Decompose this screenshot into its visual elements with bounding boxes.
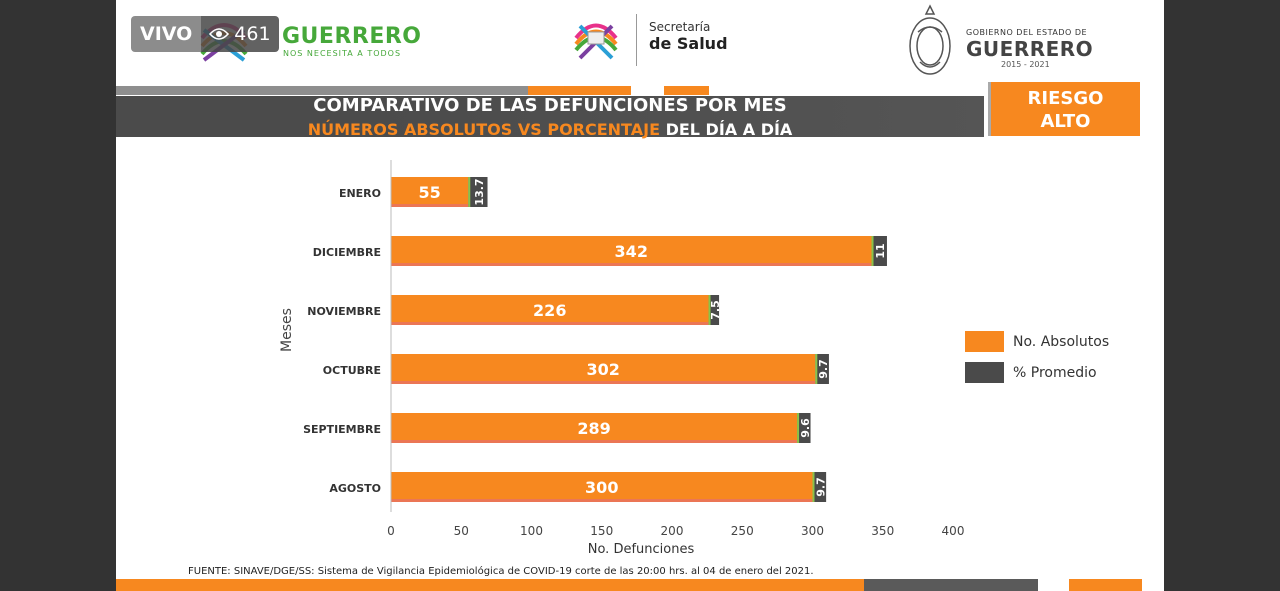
slide: GUERRERO NOS NECESITA A TODOS Secretaría… bbox=[116, 0, 1164, 591]
bar-percent-label: 11 bbox=[874, 243, 887, 258]
title-band bbox=[116, 96, 984, 137]
bar-percent-label: 9.7 bbox=[817, 359, 830, 379]
x-axis-label: No. Defunciones bbox=[588, 542, 695, 557]
bar-percent-edge bbox=[708, 295, 711, 325]
viewer-count-value: 461 bbox=[234, 23, 271, 45]
x-tick-label: 150 bbox=[590, 524, 613, 538]
bar-percent-edge bbox=[468, 177, 471, 207]
bar-percent-edge bbox=[871, 236, 874, 266]
bar-absolute bbox=[391, 472, 813, 502]
subtitle-highlight: NÚMEROS ABSOLUTOS VS PORCENTAJE bbox=[307, 120, 660, 139]
bar-percent bbox=[468, 177, 488, 207]
category-label: OCTUBRE bbox=[323, 364, 381, 377]
bar-chart: ENERO 55 13.7 DICIEMBRE 342 11 NOVIEMBRE 226 7.5… bbox=[279, 160, 1109, 557]
bar-percent-edge bbox=[812, 472, 815, 502]
bar-absolute bbox=[391, 413, 798, 443]
top-stripe-orange-2 bbox=[664, 86, 709, 95]
x-tick-label: 0 bbox=[387, 524, 395, 538]
footer-stripe-orange-2 bbox=[1069, 579, 1142, 591]
bar-absolute-edge bbox=[391, 204, 469, 207]
bar-absolute-edge bbox=[391, 440, 798, 443]
x-tick-label: 250 bbox=[731, 524, 754, 538]
x-tick-label: 200 bbox=[661, 524, 684, 538]
bar-percent bbox=[797, 413, 811, 443]
legend-swatch bbox=[965, 362, 1004, 383]
brand-tagline: NOS NECESITA A TODOS bbox=[283, 49, 402, 58]
salud-divider bbox=[636, 14, 637, 66]
live-label: VIVO bbox=[131, 16, 202, 52]
bar-percent-label: 7.5 bbox=[709, 300, 722, 320]
bar-absolute bbox=[391, 236, 872, 266]
government-label: GOBIERNO DEL ESTADO DE bbox=[966, 28, 1088, 37]
bar-absolute-edge bbox=[391, 322, 709, 325]
bar-percent-edge bbox=[797, 413, 800, 443]
category-label: ENERO bbox=[339, 187, 381, 200]
x-ticks-group: 0 50 100 150 200 250 300 350 400 bbox=[387, 524, 964, 538]
bar-absolute bbox=[391, 354, 816, 384]
bar-value-label: 289 bbox=[577, 419, 610, 438]
category-label: DICIEMBRE bbox=[313, 246, 381, 259]
bar-absolute bbox=[391, 177, 469, 207]
bar-value-label: 55 bbox=[419, 183, 441, 202]
bar-percent bbox=[812, 472, 827, 502]
x-tick-label: 300 bbox=[801, 524, 824, 538]
government-years: 2015 - 2021 bbox=[1001, 60, 1050, 69]
x-tick-label: 50 bbox=[454, 524, 469, 538]
left-frame bbox=[0, 0, 116, 591]
y-axis-label: Meses bbox=[279, 308, 295, 352]
bar-value-label: 302 bbox=[586, 360, 619, 379]
source-note: FUENTE: SINAVE/DGE/SS: Sistema de Vigila… bbox=[188, 566, 814, 577]
chart-title: COMPARATIVO DE LAS DEFUNCIONES POR MES bbox=[313, 95, 787, 116]
bars-group: ENERO 55 13.7 DICIEMBRE 342 11 NOVIEMBRE 226 7.5… bbox=[303, 177, 887, 502]
footer-stripe-orange bbox=[116, 579, 864, 591]
viewer-count: 461 bbox=[201, 16, 279, 52]
brand-name: GUERRERO bbox=[282, 24, 422, 49]
legend: No. Absolutos % Promedio bbox=[965, 331, 1109, 383]
bar-value-label: 226 bbox=[533, 301, 566, 320]
bar-absolute bbox=[391, 295, 709, 325]
legend-label: No. Absolutos bbox=[1013, 334, 1109, 350]
category-label: SEPTIEMBRE bbox=[303, 423, 381, 436]
bar-percent-label: 13.7 bbox=[473, 178, 486, 205]
government-name: GUERRERO bbox=[966, 37, 1094, 61]
secretaria-label: Secretaría bbox=[649, 20, 711, 34]
state-seal-icon bbox=[909, 4, 951, 75]
bar-percent-label: 9.7 bbox=[814, 477, 827, 497]
right-frame bbox=[1164, 0, 1280, 591]
category-label: NOVIEMBRE bbox=[307, 305, 381, 318]
bar-absolute-edge bbox=[391, 263, 872, 266]
chart-subtitle: NÚMEROS ABSOLUTOS VS PORCENTAJE DEL DÍA … bbox=[116, 120, 984, 139]
bar-absolute-edge bbox=[391, 381, 816, 384]
salud-logo-icon bbox=[574, 23, 618, 60]
category-label: AGOSTO bbox=[329, 482, 381, 495]
bar-value-label: 342 bbox=[615, 242, 648, 261]
top-stripe-orange-1 bbox=[528, 86, 631, 95]
bar-percent bbox=[708, 295, 720, 325]
subtitle-rest: DEL DÍA A DÍA bbox=[660, 120, 793, 139]
salud-label: de Salud bbox=[649, 34, 728, 53]
footer-stripe-gray bbox=[864, 579, 1038, 591]
risk-badge: RIESGO ALTO bbox=[988, 82, 1140, 136]
bar-percent bbox=[871, 236, 887, 266]
x-tick-label: 400 bbox=[942, 524, 965, 538]
x-tick-label: 350 bbox=[871, 524, 894, 538]
bar-value-label: 300 bbox=[585, 478, 618, 497]
bar-absolute-edge bbox=[391, 499, 813, 502]
risk-line-1: RIESGO bbox=[1027, 88, 1104, 109]
x-tick-label: 100 bbox=[520, 524, 543, 538]
bar-percent-edge bbox=[815, 354, 818, 384]
bar-percent bbox=[815, 354, 829, 384]
risk-line-2: ALTO bbox=[1040, 111, 1091, 132]
legend-swatch bbox=[965, 331, 1004, 352]
top-stripe-gray bbox=[116, 86, 528, 95]
legend-label: % Promedio bbox=[1013, 365, 1097, 381]
bar-percent-label: 9.6 bbox=[799, 418, 812, 438]
live-indicator: VIVO 461 bbox=[131, 16, 279, 52]
eye-icon bbox=[209, 28, 230, 40]
